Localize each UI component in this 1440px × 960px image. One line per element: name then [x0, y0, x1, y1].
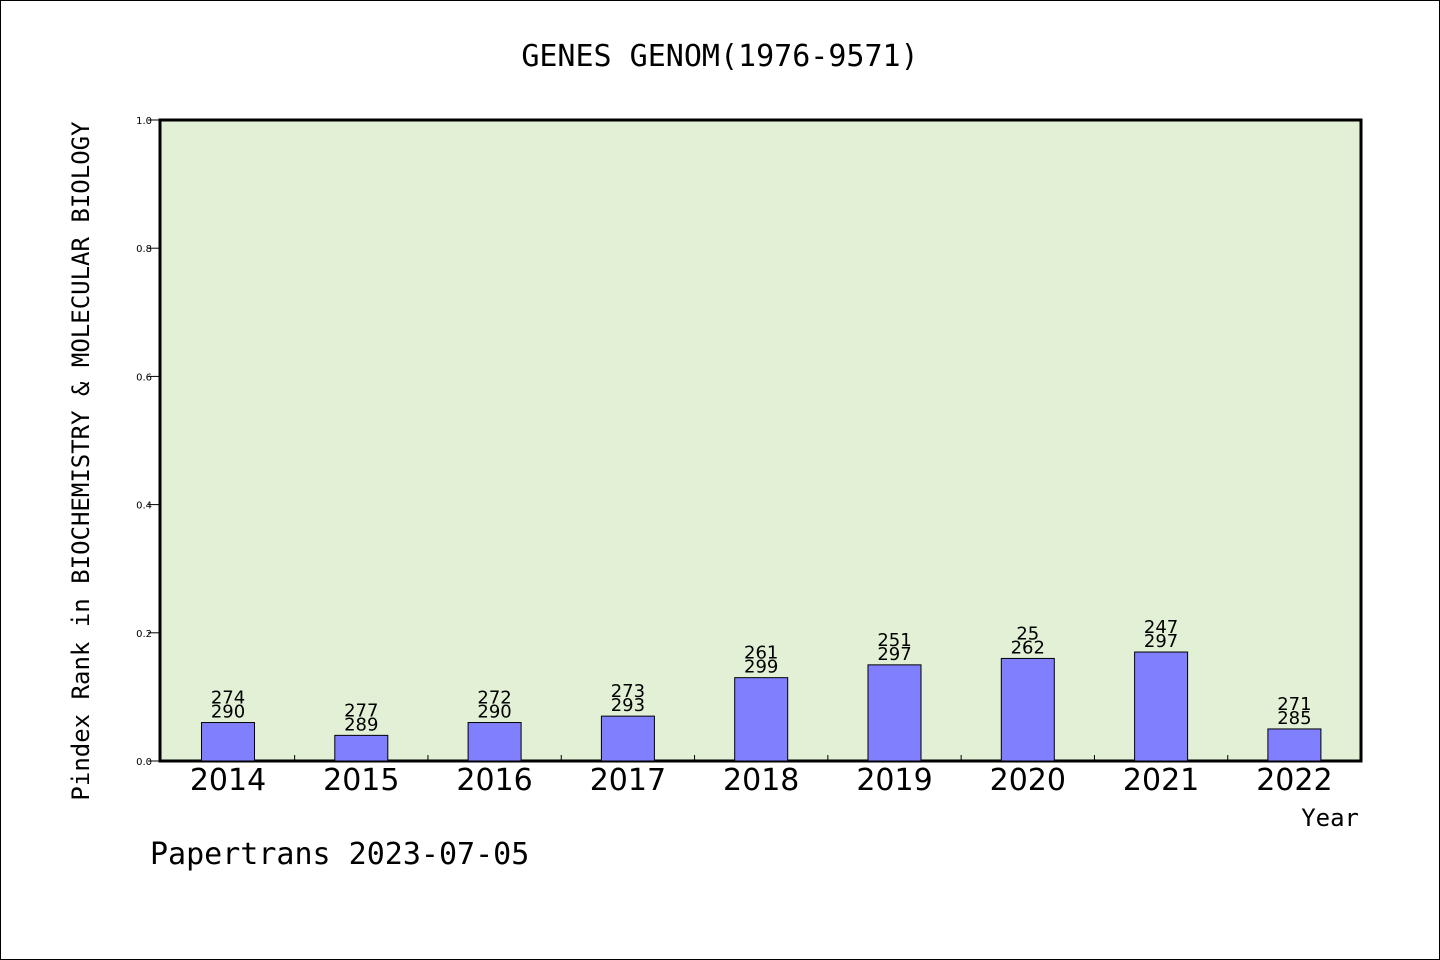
data-label-top: 272 — [477, 688, 511, 709]
y-tick-label: 0.8 — [136, 244, 152, 255]
bars — [201, 651, 1322, 762]
y-axis: 0.0 0.2 0.4 0.6 0.8 1.0 — [136, 116, 160, 768]
x-tick-label: 2021 — [1123, 763, 1199, 798]
data-label-top: 25 — [1016, 623, 1039, 644]
data-label-bottom: 297 — [877, 644, 911, 665]
data-label-top: 271 — [1277, 694, 1311, 715]
bar-2016 — [467, 722, 522, 762]
bar-2015 — [334, 734, 389, 762]
x-tick-label: 2017 — [590, 763, 666, 798]
data-label-bottom: 290 — [211, 702, 245, 723]
data-label-bottom: 293 — [611, 695, 645, 716]
bar-2020 — [1000, 657, 1055, 762]
x-tick-label: 2014 — [190, 763, 266, 798]
data-label-top: 247 — [1144, 617, 1178, 638]
data-label-top: 277 — [344, 700, 378, 721]
x-tick-label: 2018 — [723, 763, 799, 798]
footer-credit: Papertrans 2023-07-05 — [150, 837, 529, 872]
data-label-bottom: 289 — [344, 714, 378, 735]
data-label-top: 261 — [744, 643, 778, 664]
x-axis-label: Year — [1301, 804, 1359, 832]
y-tick-label: 0.2 — [136, 629, 152, 640]
chart-title: GENES GENOM(1976-9571) — [521, 39, 918, 74]
y-tick-label: 0.6 — [136, 372, 152, 383]
data-label-bottom: 297 — [1144, 631, 1178, 652]
bar-2022 — [1267, 728, 1322, 762]
y-tick-label: 0.0 — [136, 757, 152, 768]
x-tick-label: 2016 — [456, 763, 532, 798]
data-label-bottom: 290 — [477, 702, 511, 723]
bar-2014 — [201, 722, 255, 762]
bar-2017 — [600, 715, 655, 762]
data-label-bottom: 299 — [744, 657, 778, 678]
data-label-top: 251 — [877, 630, 911, 651]
x-tick-label: 2022 — [1256, 763, 1332, 798]
x-tick-label: 2015 — [323, 763, 399, 798]
data-label-top: 273 — [611, 681, 645, 702]
data-label-bottom: 262 — [1011, 637, 1045, 658]
bar-2021 — [1134, 651, 1189, 762]
x-tick-label: 2019 — [856, 763, 932, 798]
y-tick-label: 0.4 — [136, 501, 152, 512]
bar-2018 — [734, 677, 789, 762]
x-tick-label: 2020 — [990, 763, 1066, 798]
y-tick-label: 1.0 — [136, 116, 152, 127]
bar-2019 — [867, 664, 922, 762]
x-axis: 2014 2015 2016 2017 2018 2019 2020 2021 2022 — [190, 755, 1333, 798]
data-label-bottom: 285 — [1277, 708, 1311, 729]
y-axis-label: Pindex Rank in BIOCHEMISTRY & MOLECULAR … — [67, 121, 95, 801]
data-label-top: 274 — [211, 688, 245, 709]
